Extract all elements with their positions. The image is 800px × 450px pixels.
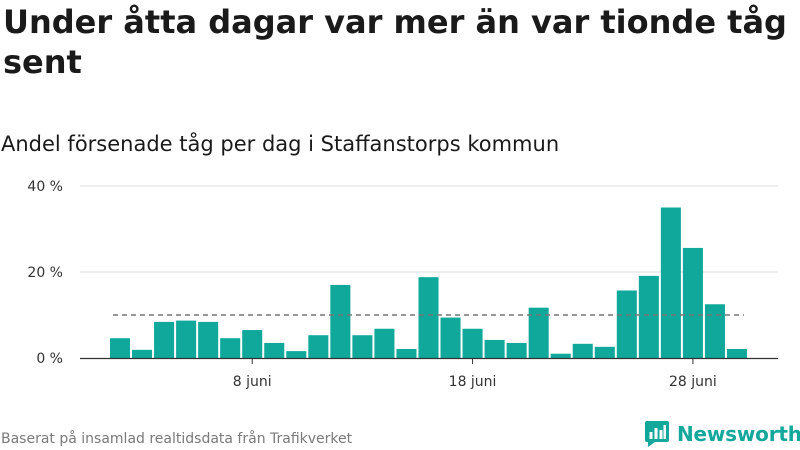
chart-subtitle: Andel försenade tåg per dag i Staffansto… [1, 132, 560, 156]
bar [242, 330, 263, 358]
bar [462, 328, 483, 358]
x-tick-label: 8 juni [233, 374, 272, 390]
bar [154, 321, 175, 358]
bar [110, 338, 131, 358]
bar [616, 290, 637, 358]
newsworthy-logo-icon [645, 421, 669, 447]
bar [726, 348, 747, 358]
bars [110, 207, 747, 358]
bar [330, 284, 351, 358]
bar [352, 335, 373, 358]
x-tick-label: 28 juni [669, 374, 717, 390]
bar [374, 328, 395, 358]
brand-logo[interactable]: Newsworthy [644, 420, 800, 448]
y-tick-label: 0 % [36, 351, 63, 367]
bar [682, 247, 703, 358]
bar [264, 342, 285, 358]
bar [528, 307, 549, 358]
bar [308, 335, 329, 358]
brand-name: Newsworthy [677, 422, 800, 446]
bar [638, 275, 659, 358]
bar [550, 353, 571, 358]
y-tick-label: 20 % [27, 265, 63, 281]
bar [132, 349, 153, 358]
x-tick-label: 18 juni [449, 374, 497, 390]
bar [418, 277, 439, 358]
y-tick-label: 40 % [27, 179, 63, 195]
axes: 0 % 20 % 40 % 8 juni 18 juni 28 juni [27, 179, 778, 390]
bar [572, 343, 593, 358]
bar [198, 321, 219, 358]
bar [176, 320, 197, 358]
bar [286, 351, 307, 358]
bar [594, 346, 615, 358]
bar [484, 339, 505, 358]
bar [440, 317, 461, 358]
bar [704, 304, 725, 358]
bar [660, 207, 681, 358]
bar [220, 338, 241, 358]
chart-title: Under åtta dagar var mer än var tionde t… [3, 3, 787, 81]
bar [396, 348, 417, 358]
bar [506, 342, 527, 358]
source-note: Baserat på insamlad realtidsdata från Tr… [1, 431, 353, 447]
